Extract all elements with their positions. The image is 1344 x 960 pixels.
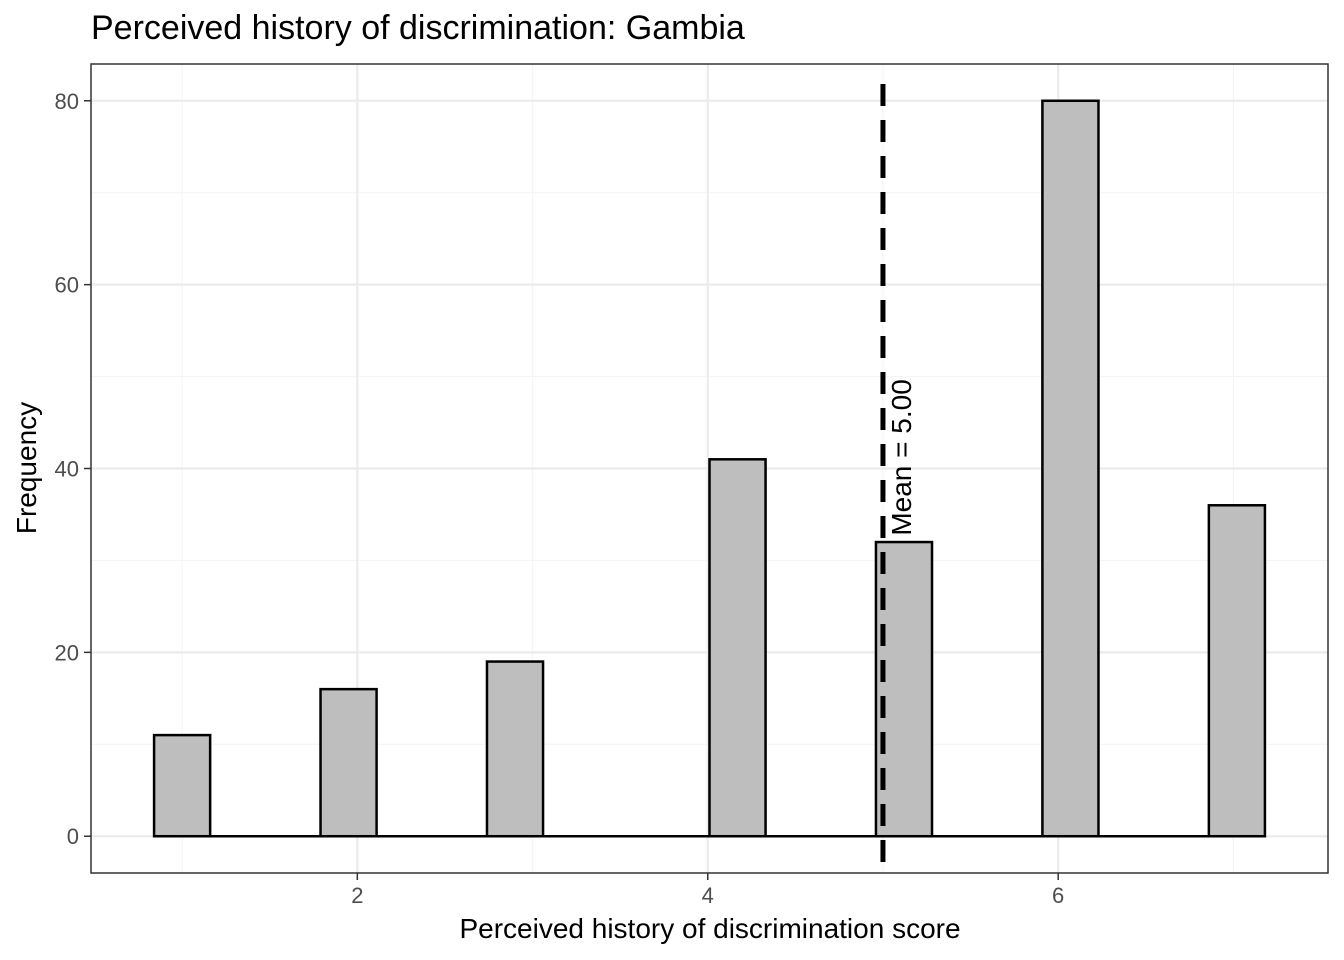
y-axis-ticks: 0 20 40 60 80	[55, 89, 91, 849]
bars	[152, 99, 1267, 838]
x-axis-title: Perceived history of discrimination scor…	[459, 913, 960, 944]
histogram-bar	[1041, 99, 1100, 838]
y-tick-label: 20	[55, 640, 79, 665]
histogram-bar	[319, 687, 378, 838]
mean-annotation: Mean = 5.00	[886, 379, 917, 535]
histogram-bar	[874, 540, 934, 838]
x-tick-label: 6	[1052, 883, 1064, 908]
y-axis-title: Frequency	[11, 402, 42, 534]
histogram-bar	[152, 733, 212, 838]
x-axis-ticks: 2 4 6	[351, 873, 1064, 908]
y-tick-label: 80	[55, 89, 79, 114]
x-tick-label: 4	[702, 883, 714, 908]
y-tick-label: 40	[55, 457, 79, 482]
mean-line-group: Mean = 5.00	[880, 84, 917, 873]
histogram-bar	[1207, 504, 1267, 838]
y-tick-label: 60	[55, 273, 79, 298]
y-tick-label: 0	[67, 824, 79, 849]
histogram-bar	[485, 660, 545, 838]
chart-title: Perceived history of discrimination: Gam…	[91, 9, 745, 47]
histogram-bar	[708, 458, 767, 838]
x-tick-label: 2	[351, 883, 363, 908]
